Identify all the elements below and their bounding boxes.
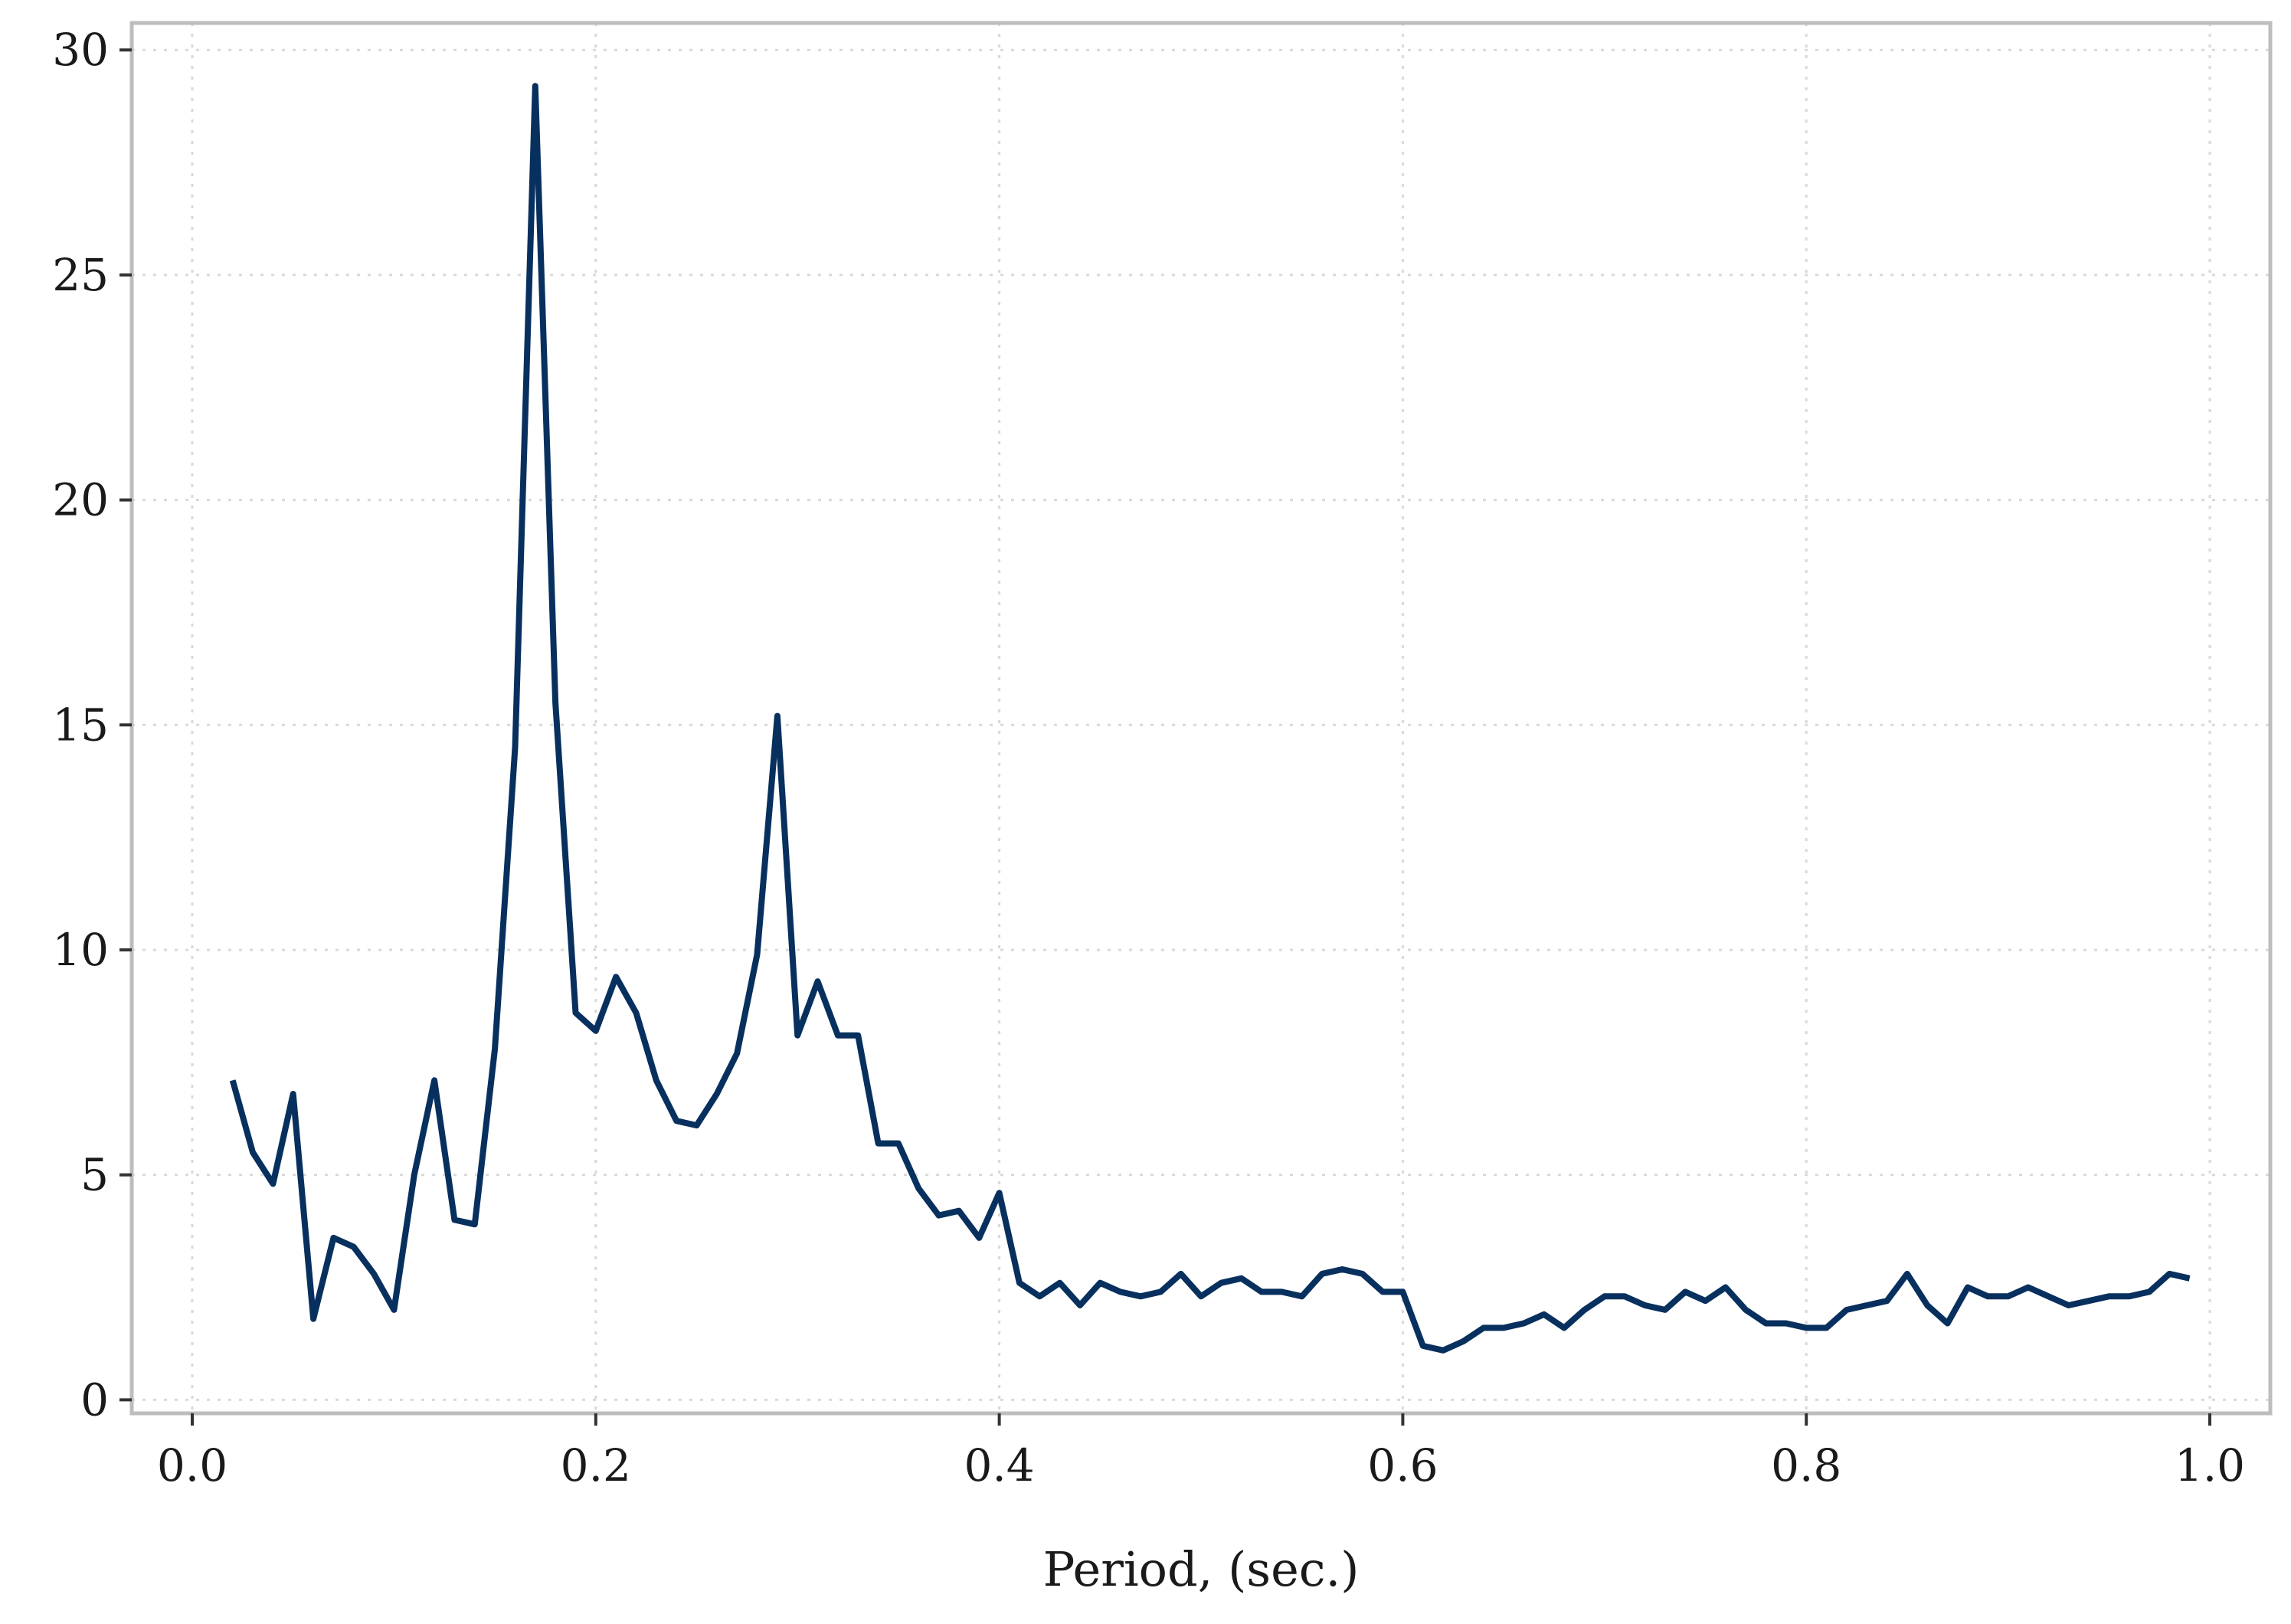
x-tick-label: 0.4 [964, 1439, 1034, 1491]
y-tick-label: 10 [52, 924, 109, 976]
y-tick-label: 5 [80, 1149, 109, 1201]
series-line [229, 83, 2191, 1354]
y-tick-label: 30 [52, 24, 109, 76]
grid-layer [132, 23, 2270, 1413]
plot-frame [129, 21, 2273, 1416]
y-tick-label: 25 [52, 249, 109, 301]
x-tick-label: 0.2 [561, 1439, 631, 1491]
y-tick-label: 15 [52, 699, 109, 751]
tick-layer: 0.0 0.2 0.4 0.6 0.8 1.0 0 5 10 15 20 25 30 [52, 24, 2245, 1491]
x-tick-label: 1.0 [2175, 1439, 2245, 1491]
x-axis-label: Period, (sec.) [1043, 1541, 1360, 1597]
y-tick-label: 20 [52, 474, 109, 526]
x-tick-label: 0.0 [157, 1439, 227, 1491]
x-tick-label: 0.6 [1367, 1439, 1438, 1491]
x-tick-label: 0.8 [1771, 1439, 1841, 1491]
y-tick-label: 0 [80, 1374, 109, 1426]
